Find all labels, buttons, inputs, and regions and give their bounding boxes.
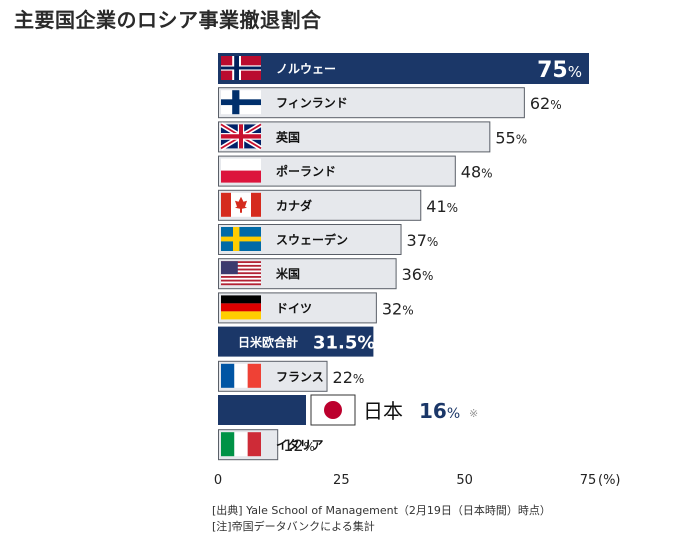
bar-value-label: 31.5% [313,333,375,354]
bar [218,87,525,119]
x-tick-label: 0 [214,473,222,488]
bar-category-label: フランス [276,370,324,384]
bar-value-label: 41% [426,197,458,216]
uk-flag [219,122,263,151]
source-note: [出典] Yale School of Management（2月19日（日本時… [212,504,551,517]
bar-value-label: 16% [419,399,460,423]
bar-category-label: 英国 [276,129,300,144]
finland-flag [221,90,261,115]
bar-value-label: 22% [333,368,365,387]
germany-flag [221,295,261,320]
x-axis-unit: (%) [598,473,621,488]
bar-category-label: ドイツ [276,301,312,315]
bar-category-label: ノルウェー [276,62,336,76]
chart-notes: [出典] Yale School of Management（2月19日（日本時… [212,503,551,535]
bar [218,121,491,153]
bar [218,395,306,425]
canada-flag [221,192,261,217]
sweden-flag [221,227,261,251]
bar-value-label: 48% [461,163,493,182]
bar-value-label: 75% [537,58,582,83]
bar-category-label: 日米欧合計 [238,335,298,350]
poland-flag [221,158,261,183]
bar-category-label: フィンランド [276,96,348,110]
bar-value-label: 55% [495,128,527,147]
x-tick-label: 75 [580,473,597,488]
bar-value-label: 37% [407,231,439,250]
footnote: [注]帝国データバンクによる集計 [212,520,375,533]
bar-category-label: 日本 [363,399,403,423]
chart-title: 主要国企業のロシア事業撤退割合 [14,8,322,32]
bar-category-label: 米国 [276,266,300,281]
bar-category-label: イタリア [276,438,324,452]
usa-flag [221,261,261,286]
bar-value-label: 32% [382,299,414,318]
x-tick-label: 25 [333,473,350,488]
bar [218,326,374,357]
x-tick-label: 50 [456,473,473,488]
italy-flag [221,432,261,457]
bar-value-label: 62% [530,94,562,113]
bar-category-label: スウェーデン [276,232,348,247]
france-flag [221,363,261,388]
japan-flag [310,394,356,426]
bar [218,53,589,84]
bar-value-label: 36% [402,265,434,284]
japan-note-mark: ※ [469,407,478,420]
bar-category-label: カナダ [276,198,312,213]
norway-flag [221,56,261,80]
bar-category-label: ポーランド [276,164,336,179]
bar-value-label: 12% [283,436,315,455]
